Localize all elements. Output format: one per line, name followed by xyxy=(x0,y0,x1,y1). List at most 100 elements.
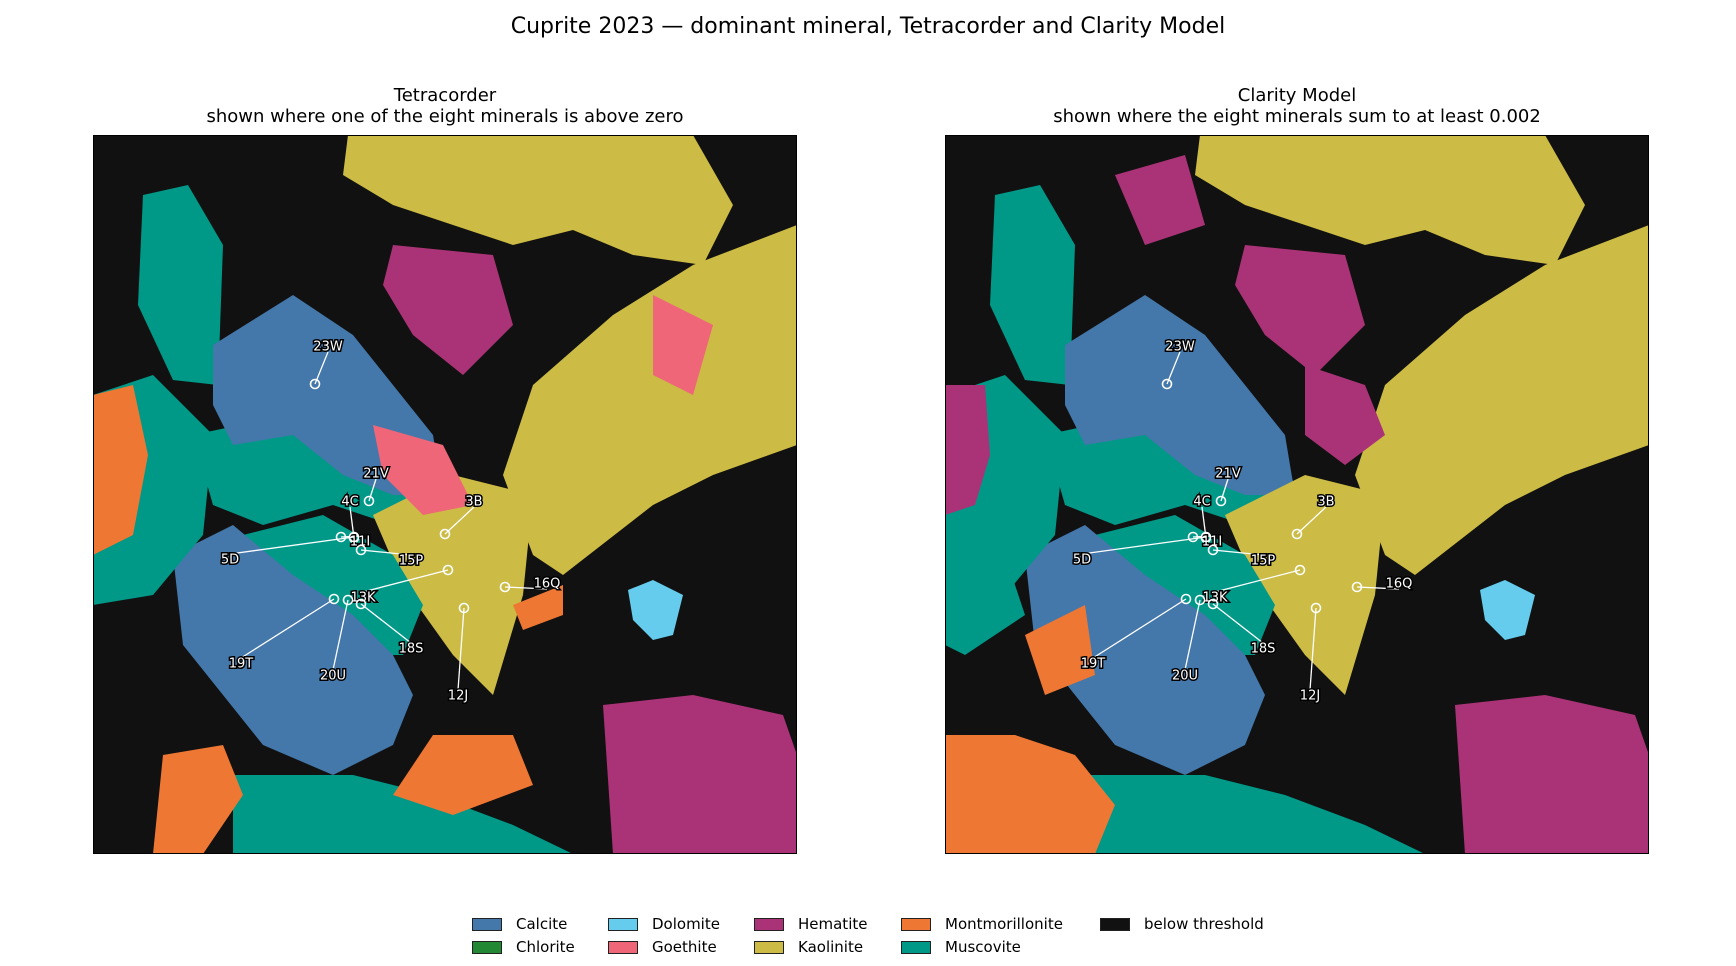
site-leader-line xyxy=(240,598,335,659)
legend-item-calcite: Calcite xyxy=(472,914,567,934)
mineral-region-hematite xyxy=(1115,155,1205,245)
site-marker-19t: 19T xyxy=(227,593,340,673)
legend-label: Montmorillonite xyxy=(945,915,1063,933)
site-circle xyxy=(1294,564,1306,576)
mineral-region-hematite xyxy=(1305,365,1385,465)
map-frame xyxy=(93,135,797,854)
clarity-title: Clarity Model xyxy=(1237,85,1357,106)
legend-label: Dolomite xyxy=(652,915,720,933)
mineral-region-muscovite xyxy=(945,545,1025,655)
mineral-region-muscovite xyxy=(990,185,1075,385)
mineral-region-muscovite xyxy=(1095,515,1275,655)
legend-swatch-goethite xyxy=(608,940,638,954)
mineral-region-kaolinite xyxy=(1225,475,1385,695)
site-label: 23W xyxy=(1165,340,1195,355)
site-circle xyxy=(363,495,375,507)
mineral-region-hematite xyxy=(383,245,513,375)
mineral-region-muscovite xyxy=(1085,775,1425,854)
site-circle xyxy=(1200,531,1212,543)
site-marker-23w: 23W xyxy=(309,338,344,390)
mineral-region-kaolinite xyxy=(373,475,533,695)
legend-swatch-calcite xyxy=(472,917,502,931)
site-label: 13K xyxy=(1202,591,1228,606)
mineral-region-kaolinite xyxy=(503,225,797,575)
tetracorder-map: 23W 21V 4C 3B 11I 5D 15P 16Q 13K 19T 18S 20U 12J xyxy=(93,135,797,854)
site-circle xyxy=(348,531,360,543)
legend-item-muscovite: Muscovite xyxy=(901,937,1021,957)
site-marker-18s: 18S xyxy=(1207,598,1277,658)
site-label: 4C xyxy=(1193,495,1210,510)
legend-swatch-below-threshold xyxy=(1100,917,1130,931)
site-label: 12J xyxy=(448,689,468,704)
clarity-panel-title: Clarity Model shown where the eight mine… xyxy=(945,85,1649,127)
site-label: 5D xyxy=(221,553,239,568)
site-circle xyxy=(1291,528,1303,540)
site-label: 21V xyxy=(363,467,389,482)
site-circle xyxy=(1194,594,1206,606)
site-leader-line xyxy=(444,506,475,535)
site-marker-23w: 23W xyxy=(1161,338,1196,390)
mineral-region-dolomite xyxy=(1480,580,1535,640)
mineral-region-montmorillonite xyxy=(153,745,243,854)
site-marker-21v: 21V xyxy=(1214,465,1242,507)
site-circle xyxy=(1161,378,1173,390)
mineral-region-montmorillonite xyxy=(513,585,563,630)
legend-swatch-chlorite xyxy=(472,940,502,954)
tetracorder-subtitle: shown where one of the eight minerals is… xyxy=(206,106,684,127)
legend: Calcite Chlorite Dolomite Goethite Hemat… xyxy=(472,911,1292,961)
site-marker-4c: 4C xyxy=(1192,493,1212,544)
site-label: 15P xyxy=(1251,554,1276,569)
site-marker-16q: 16Q xyxy=(1351,575,1414,593)
site-circle xyxy=(1187,531,1199,543)
mineral-region-muscovite xyxy=(138,185,223,385)
site-circle xyxy=(442,564,454,576)
site-circle xyxy=(499,581,511,593)
mineral-region-kaolinite xyxy=(343,135,733,265)
site-leader-line xyxy=(332,599,349,671)
site-marker-5d: 5D xyxy=(219,531,360,569)
site-circle xyxy=(342,594,354,606)
site-leader-line xyxy=(1296,506,1327,535)
legend-label: Chlorite xyxy=(516,938,575,956)
legend-item-dolomite: Dolomite xyxy=(608,914,720,934)
legend-swatch-dolomite xyxy=(608,917,638,931)
site-leader-line xyxy=(340,535,361,538)
mineral-region-muscovite xyxy=(233,775,573,854)
tetracorder-title: Tetracorder xyxy=(393,85,497,106)
legend-label: Kaolinite xyxy=(798,938,864,956)
site-circle xyxy=(1207,598,1219,610)
site-leader-line xyxy=(1184,599,1201,671)
site-label: 11I xyxy=(350,535,370,550)
site-marker-11i: 11I xyxy=(1187,531,1224,551)
mineral-region-kaolinite xyxy=(1355,225,1649,575)
mineral-region-calcite xyxy=(1065,295,1295,495)
legend-swatch-muscovite xyxy=(901,940,931,954)
legend-label: Muscovite xyxy=(945,938,1021,956)
site-circle xyxy=(1351,581,1363,593)
mineral-region-hematite xyxy=(945,385,990,515)
mineral-region-goethite xyxy=(373,425,473,515)
legend-item-kaolinite: Kaolinite xyxy=(754,937,863,957)
clarity-subtitle: shown where the eight minerals sum to at… xyxy=(1053,106,1541,127)
site-label: 16Q xyxy=(534,577,561,592)
site-label: 20U xyxy=(320,669,346,684)
site-label: 3B xyxy=(1317,495,1334,510)
legend-swatch-montmorillonite xyxy=(901,917,931,931)
site-label: 15P xyxy=(399,554,424,569)
site-leader-line xyxy=(314,351,329,385)
mineral-region-montmorillonite xyxy=(945,735,1115,854)
figure-title: Cuprite 2023 — dominant mineral, Tetraco… xyxy=(510,14,1226,39)
legend-item-goethite: Goethite xyxy=(608,937,717,957)
mineral-region-montmorillonite xyxy=(393,735,533,815)
site-circle xyxy=(355,598,367,610)
site-marker-3b: 3B xyxy=(1291,493,1336,540)
site-marker-5d: 5D xyxy=(1071,531,1212,569)
site-circle xyxy=(328,593,340,605)
site-circle xyxy=(309,378,321,390)
site-marker-15p: 15P xyxy=(1207,544,1277,570)
site-marker-21v: 21V xyxy=(362,465,390,507)
site-label: 19T xyxy=(1081,657,1106,672)
site-circle xyxy=(458,602,470,614)
clarity-map: 23W 21V 4C 3B 11I 5D 15P 16Q 13K 19T 18S 20U 12J xyxy=(945,135,1649,854)
mineral-region-kaolinite xyxy=(1195,135,1585,265)
